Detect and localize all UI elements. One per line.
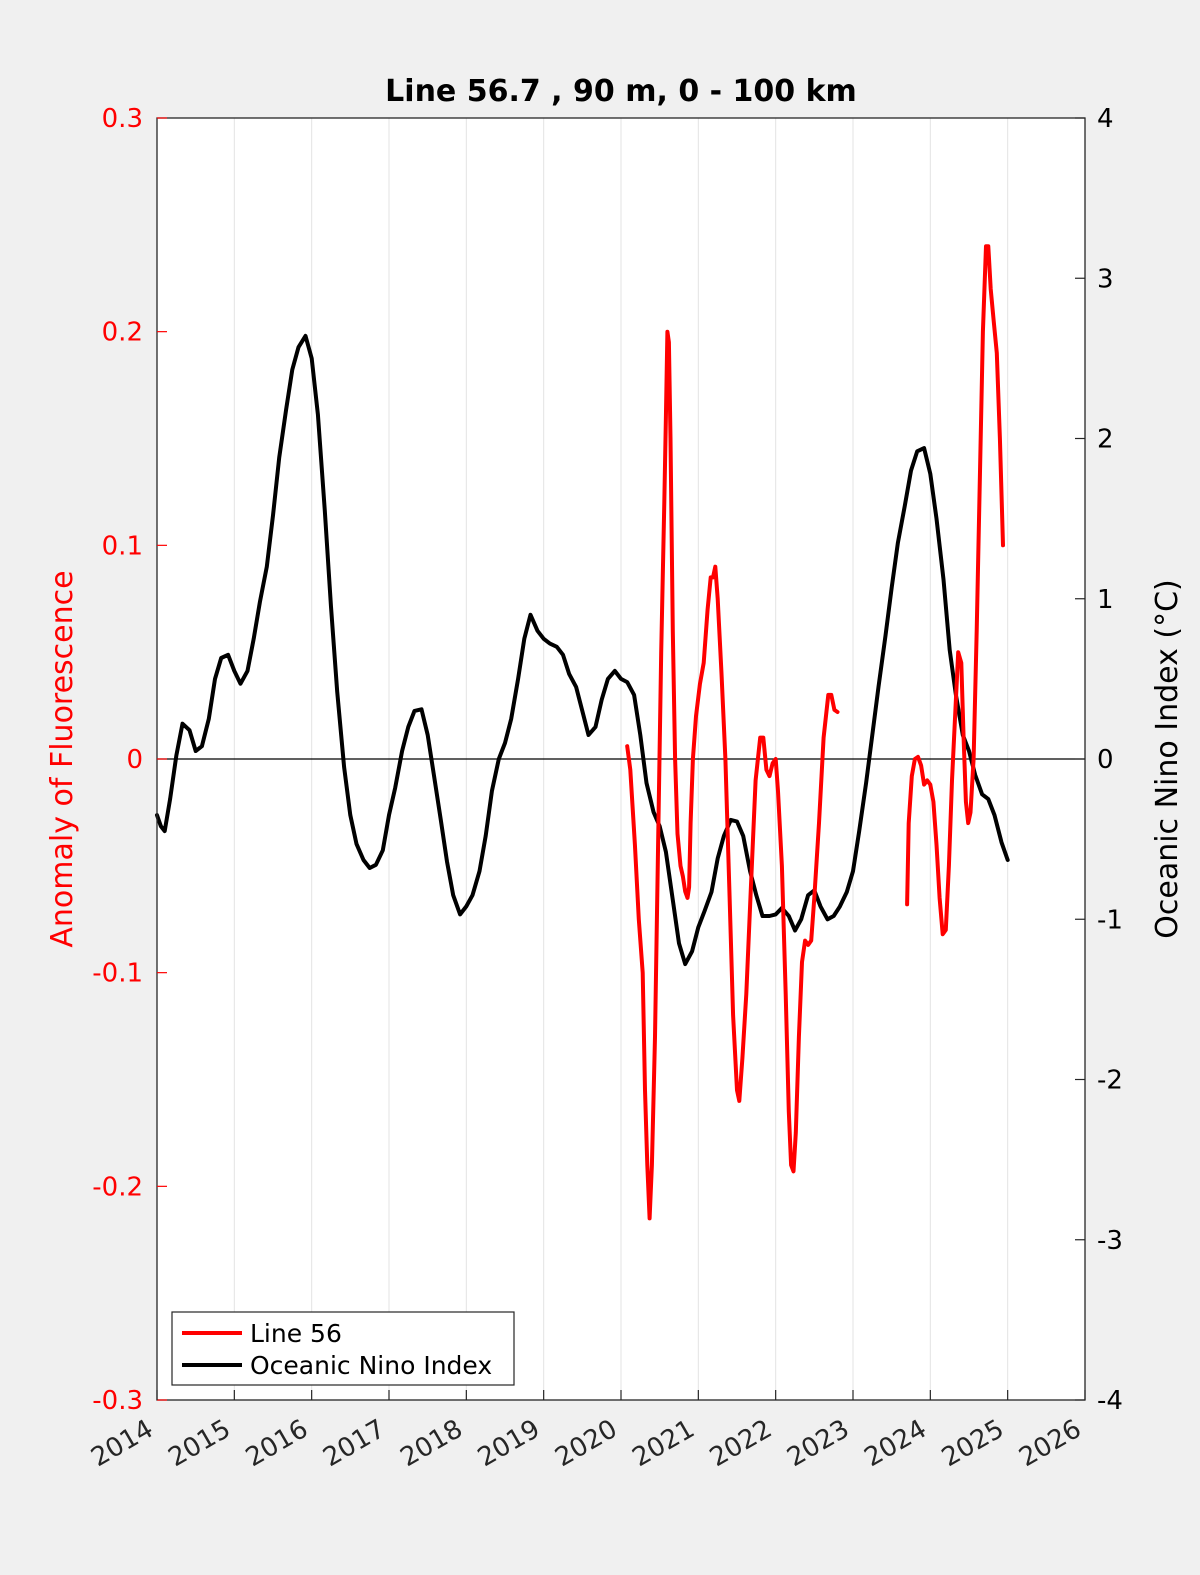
- series-line-line-56-segment-2: [905, 244, 1005, 937]
- left-axis-label: Anomaly of Fluorescence: [45, 570, 80, 947]
- left-y-axis: -0.3 -0.2 -0.1 0 0.1 0.2 0.3: [92, 104, 167, 1416]
- series-line-line-56-segment-1: [625, 329, 840, 1221]
- legend: Line 56 Oceanic Nino Index: [171, 1311, 515, 1386]
- right-tick-label--1: -1: [1097, 905, 1123, 935]
- right-tick-label-0: 0: [1097, 745, 1114, 775]
- left-tick-label--0.1: -0.1: [92, 959, 143, 989]
- chart-title: Line 56.7 , 90 m, 0 - 100 km: [385, 74, 857, 109]
- right-tick-label-1: 1: [1097, 585, 1114, 615]
- left-tick-label--0.2: -0.2: [92, 1172, 143, 1202]
- series-layer: [155, 244, 1010, 1221]
- legend-box: [171, 1311, 515, 1386]
- right-axis-label: Oceanic Nino Index (°C): [1150, 579, 1185, 939]
- left-tick-label-0.2: 0.2: [102, 318, 143, 348]
- legend-label-oni: Oceanic Nino Index: [250, 1351, 492, 1380]
- left-tick-label-0.1: 0.1: [102, 531, 143, 561]
- left-tick-label--0.3: -0.3: [92, 1386, 143, 1416]
- right-tick-label--3: -3: [1097, 1226, 1123, 1256]
- series-line-oceanic-nino-index-segment-1: [155, 333, 1010, 967]
- right-tick-label-4: 4: [1097, 104, 1114, 134]
- right-tick-label--4: -4: [1097, 1386, 1123, 1416]
- left-tick-label-0.3: 0.3: [102, 104, 143, 134]
- right-tick-label--2: -2: [1097, 1066, 1123, 1096]
- right-tick-label-3: 3: [1097, 264, 1114, 294]
- right-tick-label-2: 2: [1097, 425, 1114, 455]
- legend-label-line56: Line 56: [250, 1319, 342, 1348]
- right-y-axis: -4 -3 -2 -1 0 1 2 3 4: [1075, 104, 1123, 1416]
- left-tick-label-0: 0: [126, 745, 143, 775]
